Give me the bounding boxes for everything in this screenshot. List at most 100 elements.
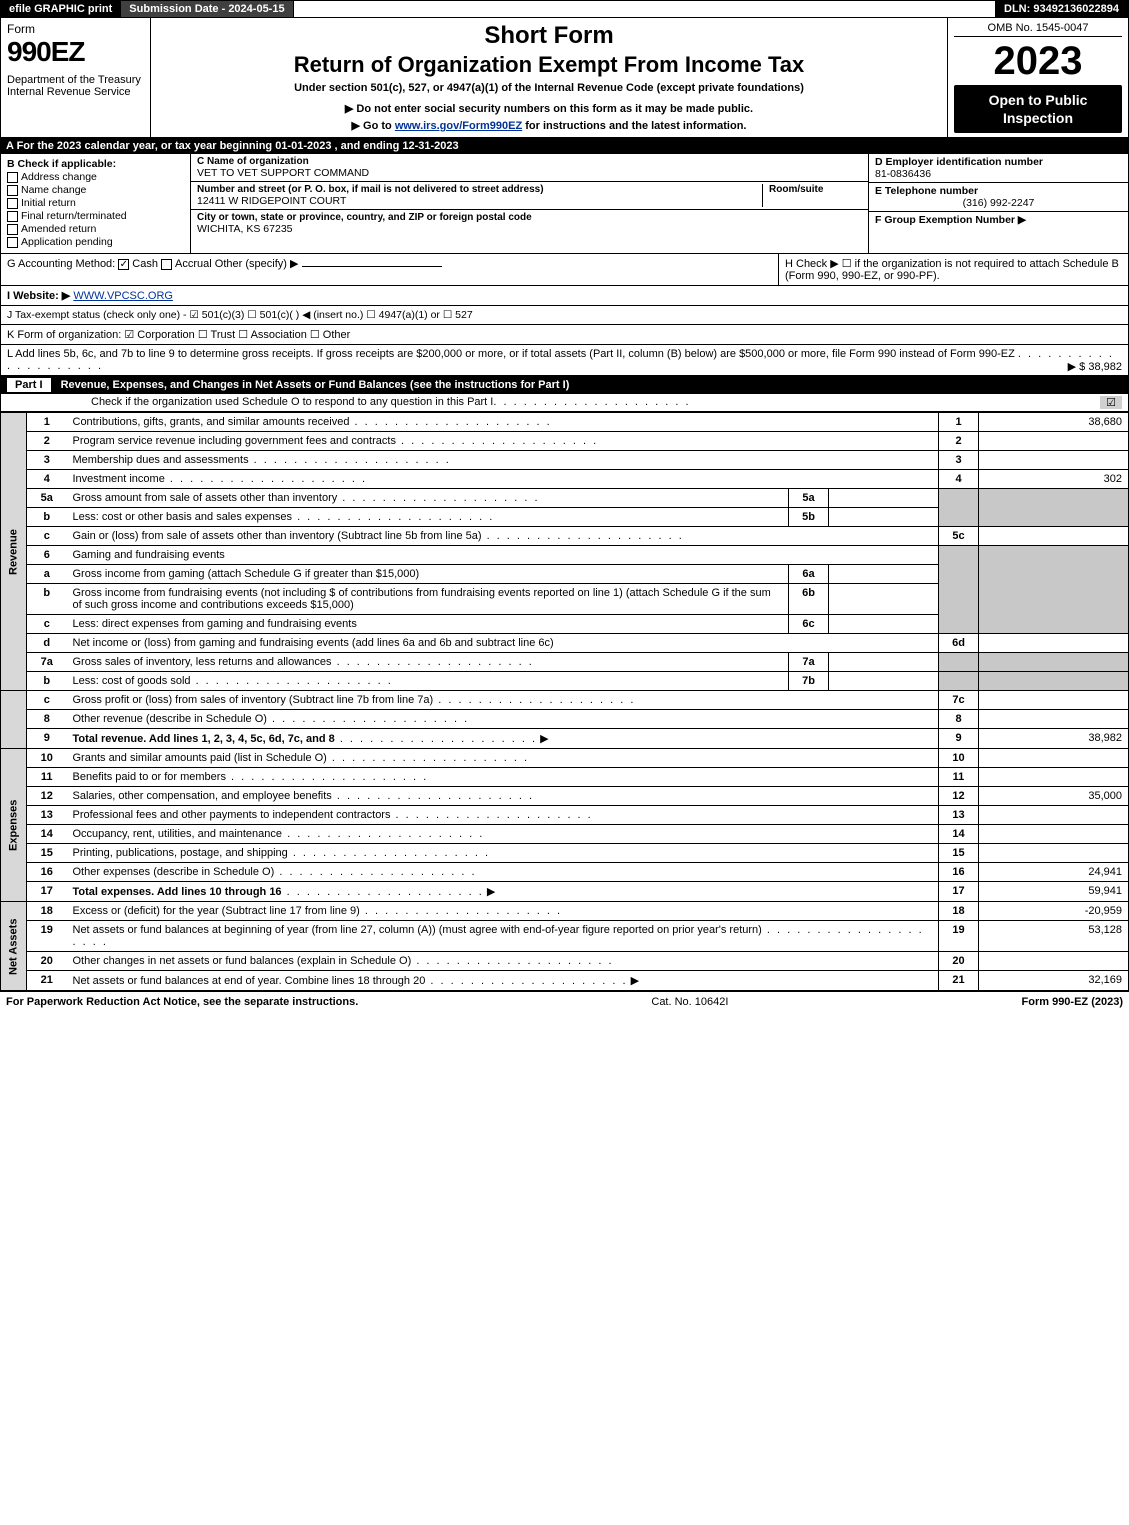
street: 12411 W RIDGEPOINT COURT — [197, 195, 762, 207]
l6c-subval — [829, 615, 939, 634]
website-link[interactable]: WWW.VPCSC.ORG — [73, 290, 173, 302]
l4-no: 4 — [27, 470, 67, 489]
form-word: Form — [7, 22, 144, 36]
section-e: E Telephone number (316) 992-2247 — [869, 183, 1128, 212]
expenses-band: Expenses — [1, 749, 27, 902]
l8-val — [979, 710, 1129, 729]
chk-application-pending[interactable]: Application pending — [7, 236, 184, 248]
l7-gray — [939, 653, 979, 672]
l19-val: 53,128 — [979, 921, 1129, 952]
l5b-no: b — [27, 508, 67, 527]
l18-no: 18 — [27, 902, 67, 921]
top-bar: efile GRAPHIC print Submission Date - 20… — [0, 0, 1129, 18]
l7a-no: 7a — [27, 653, 67, 672]
l7a-subval — [829, 653, 939, 672]
chk-initial-return[interactable]: Initial return — [7, 197, 184, 209]
part1-title: Revenue, Expenses, and Changes in Net As… — [61, 379, 570, 391]
l6d-no: d — [27, 634, 67, 653]
goto-post: for instructions and the latest informat… — [522, 120, 746, 132]
l15-rno: 15 — [939, 844, 979, 863]
l5c-desc: Gain or (loss) from sale of assets other… — [67, 527, 939, 546]
l5a-desc: Gross amount from sale of assets other t… — [67, 489, 789, 508]
l15-val — [979, 844, 1129, 863]
l7c-desc: Gross profit or (loss) from sales of inv… — [67, 691, 939, 710]
topbar-spacer — [294, 1, 996, 17]
l5b-subval — [829, 508, 939, 527]
chk-accrual[interactable] — [161, 259, 172, 270]
l5a-subval — [829, 489, 939, 508]
l7b-gray — [939, 672, 979, 691]
section-l: L Add lines 5b, 6c, and 7b to line 9 to … — [0, 345, 1129, 376]
revenue-band-2 — [1, 691, 27, 749]
l5-gray — [939, 489, 979, 527]
l13-rno: 13 — [939, 806, 979, 825]
l16-desc: Other expenses (describe in Schedule O) — [67, 863, 939, 882]
section-a: A For the 2023 calendar year, or tax yea… — [0, 138, 1129, 154]
l13-desc: Professional fees and other payments to … — [67, 806, 939, 825]
l14-desc: Occupancy, rent, utilities, and maintena… — [67, 825, 939, 844]
section-c: C Name of organization VET TO VET SUPPOR… — [191, 154, 868, 253]
section-d: D Employer identification number 81-0836… — [869, 154, 1128, 183]
l7c-val — [979, 691, 1129, 710]
l13-no: 13 — [27, 806, 67, 825]
part1-check[interactable]: ☑ — [1100, 396, 1122, 409]
l12-no: 12 — [27, 787, 67, 806]
section-f: F Group Exemption Number ▶ — [869, 212, 1128, 228]
l3-rno: 3 — [939, 451, 979, 470]
l7c-rno: 7c — [939, 691, 979, 710]
l7b-desc: Less: cost of goods sold — [67, 672, 789, 691]
part1-sub-text: Check if the organization used Schedule … — [91, 396, 493, 409]
section-l-text: L Add lines 5b, 6c, and 7b to line 9 to … — [7, 348, 1015, 360]
header-mid: Short Form Return of Organization Exempt… — [151, 18, 948, 137]
section-j: J Tax-exempt status (check only one) - ☑… — [0, 306, 1129, 325]
l7b-gray-val — [979, 672, 1129, 691]
org-name-label: C Name of organization — [197, 156, 862, 167]
chk-address-change[interactable]: Address change — [7, 171, 184, 183]
l5a-no: 5a — [27, 489, 67, 508]
l21-val: 32,169 — [979, 971, 1129, 991]
l15-no: 15 — [27, 844, 67, 863]
chk-final-return[interactable]: Final return/terminated — [7, 210, 184, 222]
l19-desc: Net assets or fund balances at beginning… — [67, 921, 939, 952]
l17-desc: Total expenses. Add lines 10 through 16 … — [67, 882, 939, 902]
l10-rno: 10 — [939, 749, 979, 768]
chk-name-change[interactable]: Name change — [7, 184, 184, 196]
l12-val: 35,000 — [979, 787, 1129, 806]
section-b: B Check if applicable: Address change Na… — [1, 154, 191, 253]
l3-no: 3 — [27, 451, 67, 470]
section-g: G Accounting Method: ✓Cash Accrual Other… — [1, 254, 778, 285]
l6a-desc: Gross income from gaming (attach Schedul… — [67, 565, 789, 584]
l6-gray-val — [979, 546, 1129, 634]
dln-label: DLN: 93492136022894 — [996, 1, 1128, 17]
l8-no: 8 — [27, 710, 67, 729]
l6c-subno: 6c — [789, 615, 829, 634]
l11-desc: Benefits paid to or for members — [67, 768, 939, 787]
l5b-desc: Less: cost or other basis and sales expe… — [67, 508, 789, 527]
street-label: Number and street (or P. O. box, if mail… — [197, 184, 762, 195]
l9-desc: Total revenue. Add lines 1, 2, 3, 4, 5c,… — [67, 729, 939, 749]
l1-desc: Contributions, gifts, grants, and simila… — [67, 413, 939, 432]
goto-link[interactable]: www.irs.gov/Form990EZ — [395, 120, 522, 132]
l10-val — [979, 749, 1129, 768]
l5b-subno: 5b — [789, 508, 829, 527]
l6a-no: a — [27, 565, 67, 584]
l8-desc: Other revenue (describe in Schedule O) — [67, 710, 939, 729]
chk-cash[interactable]: ✓ — [118, 259, 129, 270]
l9-val: 38,982 — [979, 729, 1129, 749]
section-l-amount: ▶ $ 38,982 — [1068, 360, 1122, 373]
part1-header: Part I Revenue, Expenses, and Changes in… — [0, 376, 1129, 394]
l13-val — [979, 806, 1129, 825]
l1-no: 1 — [27, 413, 67, 432]
section-h: H Check ▶ ☐ if the organization is not r… — [778, 254, 1128, 285]
info-block: B Check if applicable: Address change Na… — [0, 154, 1129, 254]
l10-desc: Grants and similar amounts paid (list in… — [67, 749, 939, 768]
goto-line: ▶ Go to www.irs.gov/Form990EZ for instru… — [157, 119, 941, 132]
l17-rno: 17 — [939, 882, 979, 902]
l2-rno: 2 — [939, 432, 979, 451]
chk-amended-return[interactable]: Amended return — [7, 223, 184, 235]
section-b-header: B Check if applicable: — [7, 158, 184, 170]
l4-desc: Investment income — [67, 470, 939, 489]
l18-rno: 18 — [939, 902, 979, 921]
l2-desc: Program service revenue including govern… — [67, 432, 939, 451]
website-label: I Website: ▶ — [7, 290, 70, 302]
